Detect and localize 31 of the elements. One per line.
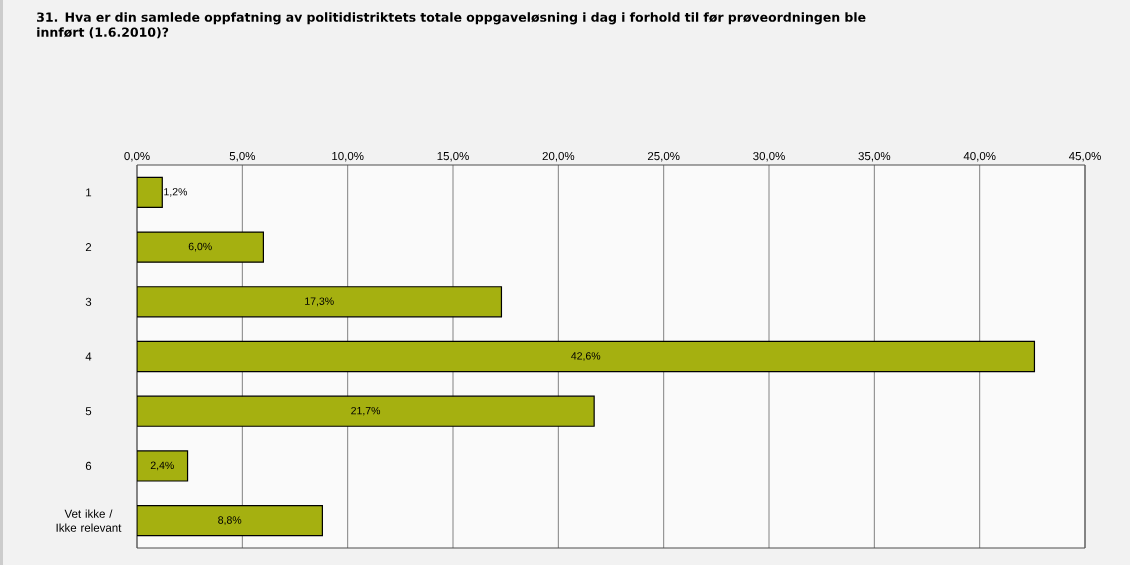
y-tick-label: 1 [86,188,92,197]
x-tick-label: 15,0% [437,151,469,162]
data-label: 21,7% [351,406,381,416]
bar [137,340,1036,373]
data-label: 6,0% [188,242,212,252]
data-label: 8,8% [218,516,242,525]
chart-title: 31. Hva er din samlede oppfatning av politidistriktets totale oppgaveløsning i dag i forhold til før prøveordningen ble innført (1.6.2010)? [37,12,866,39]
x-tick-label: 45,0% [1068,151,1101,162]
data-label: 2,4% [150,461,174,471]
data-label: 1,2% [164,188,188,197]
x-tick-label: 10,0% [332,151,364,162]
x-tick-label: 40,0% [963,151,996,162]
bar [137,231,264,263]
y-tick-label: 5 [85,407,92,416]
x-tick-label: 20,0% [542,151,575,162]
x-tick-label: 0,0% [124,151,150,162]
data-label: 42,6% [571,352,601,361]
bar [137,395,595,427]
data-label: 17,3% [305,297,334,307]
bar [137,505,323,537]
bar [137,176,163,209]
y-tick-label: Vet ikke / Ikke relevant [56,509,122,532]
x-tick-label: 5,0% [229,151,256,162]
bar [137,286,503,318]
x-tick-label: 25,0% [647,151,680,162]
y-tick-label: 4 [85,352,92,361]
y-tick-label: 2 [85,243,92,252]
y-tick-label: 6 [85,461,92,471]
x-tick-label: 35,0% [858,151,891,162]
y-tick-label: 3 [85,297,92,306]
x-tick-label: 30,0% [753,151,785,162]
